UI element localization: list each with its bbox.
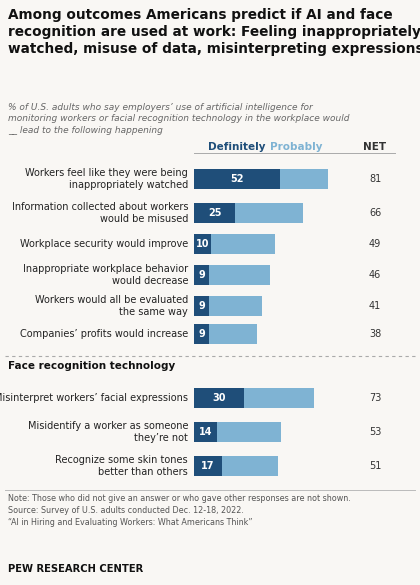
Bar bbox=[194, 234, 275, 254]
Text: 10: 10 bbox=[195, 239, 209, 249]
Text: 49: 49 bbox=[369, 239, 381, 249]
Text: Misidentify a worker as someone
they’re not: Misidentify a worker as someone they’re … bbox=[27, 421, 188, 443]
Text: 51: 51 bbox=[369, 461, 381, 471]
Text: Among outcomes Americans predict if AI and face
recognition are used at work: Fe: Among outcomes Americans predict if AI a… bbox=[8, 8, 420, 56]
Bar bbox=[194, 422, 281, 442]
Text: Inappropriate workplace behavior
would decrease: Inappropriate workplace behavior would d… bbox=[23, 264, 188, 286]
Text: 53: 53 bbox=[369, 427, 381, 437]
Text: NET: NET bbox=[363, 142, 386, 152]
Bar bbox=[194, 388, 244, 408]
Bar bbox=[194, 296, 262, 316]
Bar bbox=[194, 265, 209, 285]
Bar bbox=[194, 203, 303, 223]
Text: Information collected about workers
would be misused: Information collected about workers woul… bbox=[11, 202, 188, 224]
Bar bbox=[194, 234, 210, 254]
Text: % of U.S. adults who say employers’ use of artificial intelligence for
monitorin: % of U.S. adults who say employers’ use … bbox=[8, 103, 349, 135]
Bar bbox=[194, 456, 222, 476]
Text: Definitely: Definitely bbox=[208, 142, 265, 152]
Text: 46: 46 bbox=[369, 270, 381, 280]
Text: Companies’ profits would increase: Companies’ profits would increase bbox=[20, 329, 188, 339]
Text: Misinterpret workers’ facial expressions: Misinterpret workers’ facial expressions bbox=[0, 393, 188, 403]
Text: Workers feel like they were being
inappropriately watched: Workers feel like they were being inappr… bbox=[25, 168, 188, 190]
Bar bbox=[194, 203, 235, 223]
Bar bbox=[194, 422, 217, 442]
Text: 52: 52 bbox=[230, 174, 244, 184]
Bar bbox=[194, 324, 209, 344]
Text: PEW RESEARCH CENTER: PEW RESEARCH CENTER bbox=[8, 564, 143, 574]
Bar bbox=[194, 169, 280, 189]
Text: Probably: Probably bbox=[270, 142, 323, 152]
Text: 25: 25 bbox=[208, 208, 221, 218]
Text: 81: 81 bbox=[369, 174, 381, 184]
Text: 30: 30 bbox=[212, 393, 226, 403]
Text: Recognize some skin tones
better than others: Recognize some skin tones better than ot… bbox=[55, 455, 188, 477]
Text: 38: 38 bbox=[369, 329, 381, 339]
Text: 17: 17 bbox=[201, 461, 215, 471]
Bar bbox=[194, 456, 278, 476]
Text: 66: 66 bbox=[369, 208, 381, 218]
Text: Face recognition technology: Face recognition technology bbox=[8, 361, 175, 371]
Text: Workplace security would improve: Workplace security would improve bbox=[20, 239, 188, 249]
Text: Note: Those who did not give an answer or who gave other responses are not shown: Note: Those who did not give an answer o… bbox=[8, 494, 351, 526]
Text: 9: 9 bbox=[198, 270, 205, 280]
Bar bbox=[194, 169, 328, 189]
Text: 73: 73 bbox=[369, 393, 381, 403]
Bar bbox=[194, 296, 209, 316]
Text: Workers would all be evaluated
the same way: Workers would all be evaluated the same … bbox=[35, 295, 188, 317]
Bar bbox=[194, 265, 270, 285]
Text: 9: 9 bbox=[198, 329, 205, 339]
Bar bbox=[194, 388, 315, 408]
Text: 41: 41 bbox=[369, 301, 381, 311]
Text: 9: 9 bbox=[198, 301, 205, 311]
Text: 14: 14 bbox=[199, 427, 212, 437]
Bar bbox=[194, 324, 257, 344]
